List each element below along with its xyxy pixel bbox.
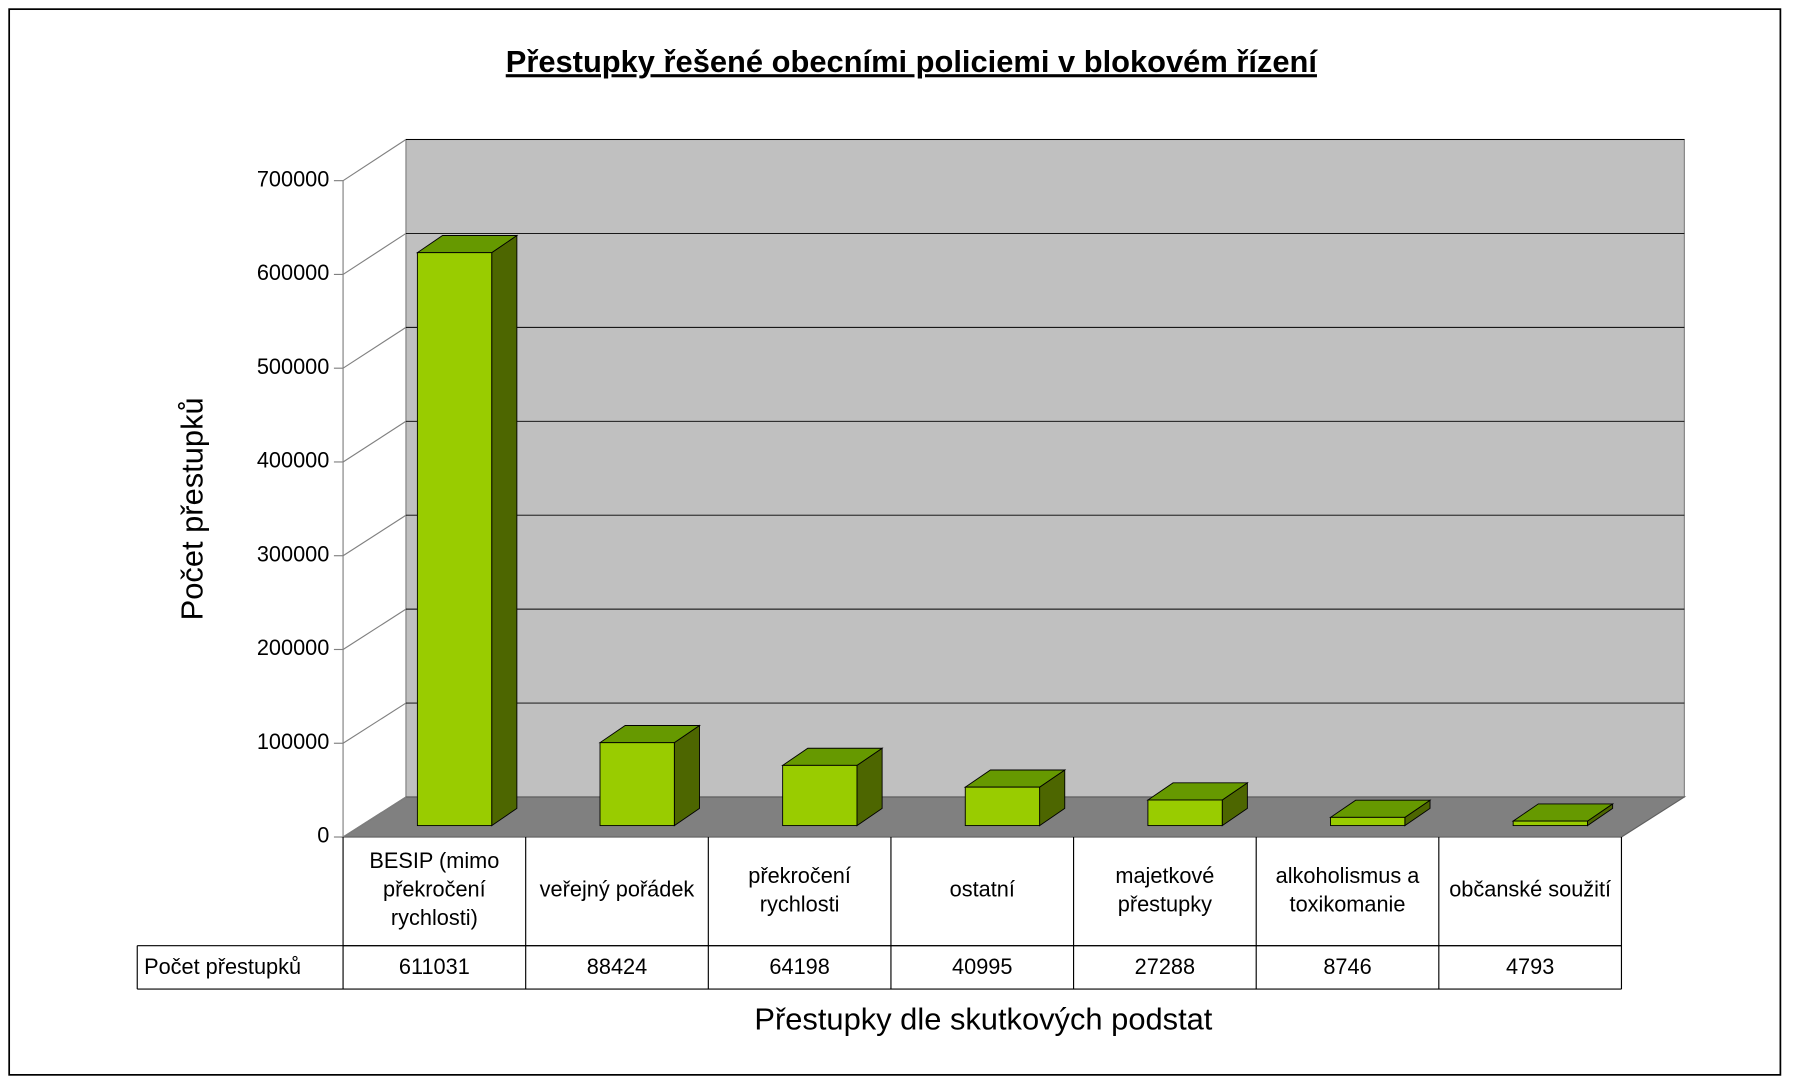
table-value: 611031: [399, 954, 470, 979]
bar: [782, 764, 858, 827]
back-wall: [405, 138, 1685, 798]
bar: [1512, 820, 1588, 827]
y-tick-label: 0: [317, 823, 329, 848]
x-tick-label: veřejný pořádek: [539, 878, 695, 903]
x-tick-label: ostatní: [949, 878, 1015, 903]
x-tick-label: alkoholismus a toxikomanie: [1275, 864, 1420, 917]
y-tick-label: 500000: [257, 354, 329, 379]
side-grid-line: [342, 702, 407, 744]
category-cell: alkoholismus a toxikomanie: [1275, 864, 1420, 917]
side-grid-line: [342, 796, 407, 838]
y-tick-label: 300000: [257, 541, 329, 566]
side-grid-line: [342, 514, 407, 557]
table-value: 8746: [1323, 954, 1371, 979]
table-value: 88424: [587, 954, 647, 979]
side-grid-line: [342, 608, 407, 650]
bar: [1147, 799, 1223, 827]
chart-title: Přestupky řešené obecními policiemi v bl…: [506, 44, 1319, 79]
x-axis-title: Přestupky dle skutkových podstat: [754, 1001, 1212, 1036]
side-grid-line: [342, 326, 407, 369]
x-tick-label: BESIP (mimo překročení rychlosti): [369, 850, 500, 931]
table-value: 27288: [1135, 954, 1195, 979]
table-value: 4793: [1506, 954, 1554, 979]
category-cell: překročení rychlosti: [748, 864, 851, 917]
category-cell: majetkové přestupky: [1115, 864, 1215, 917]
y-axis-title: Počet přestupků: [175, 397, 210, 620]
table-value: 64198: [769, 954, 829, 979]
x-tick-label: občanské soužití: [1449, 878, 1612, 903]
y-tick-label: 700000: [257, 166, 329, 191]
category-cell: ostatní: [949, 878, 1015, 903]
y-tick-label: 200000: [257, 635, 329, 660]
table-value: 40995: [952, 954, 1012, 979]
x-tick-label: překročení rychlosti: [748, 864, 851, 917]
bar: [416, 252, 493, 827]
y-tick-label: 400000: [257, 448, 329, 473]
bar: [1330, 816, 1406, 827]
bar: [599, 742, 675, 827]
category-cell: občanské soužití: [1449, 878, 1612, 903]
side-grid-line: [342, 139, 407, 182]
category-cell: BESIP (mimo překročení rychlosti): [369, 850, 500, 931]
table-row-label: Počet přestupků: [144, 954, 301, 979]
y-tick-label: 100000: [257, 729, 329, 754]
side-grid-line: [342, 420, 407, 463]
side-grid-line: [342, 232, 407, 275]
bar: [964, 786, 1041, 827]
y-tick-label: 600000: [257, 260, 329, 285]
bar-side: [491, 234, 518, 827]
category-cell: veřejný pořádek: [539, 878, 695, 903]
x-tick-label: majetkové přestupky: [1115, 864, 1215, 917]
